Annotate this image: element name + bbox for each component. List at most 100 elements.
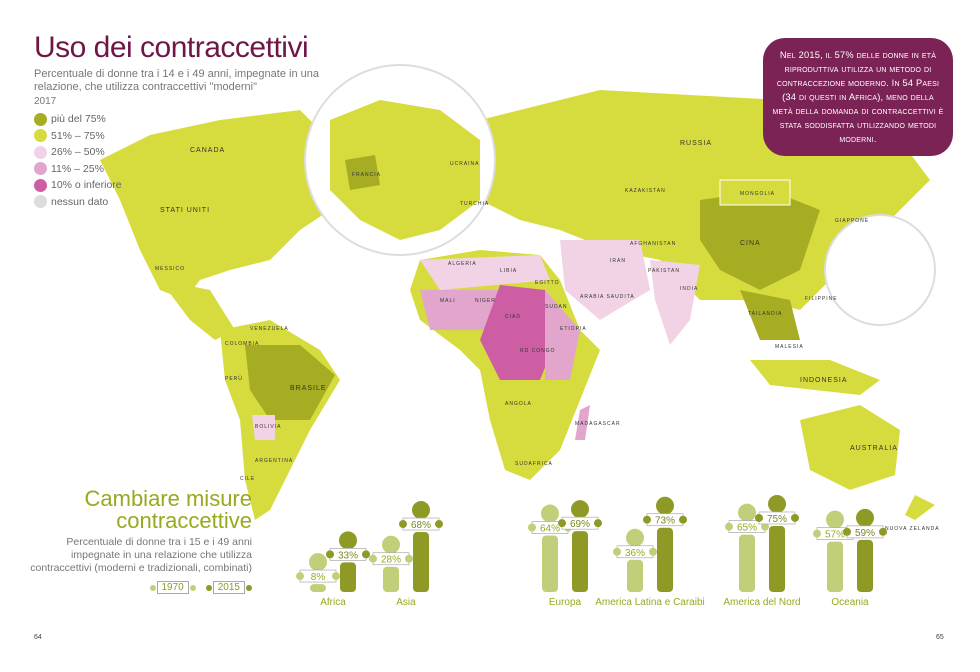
map-label-kazakhstan: KAZAKISTAN — [625, 188, 666, 194]
plate-knob — [405, 554, 413, 563]
category-label: Europa — [549, 597, 582, 608]
plate-knob — [399, 520, 407, 529]
data-label: 28% — [381, 555, 401, 566]
series-legend-1970: 1970 — [149, 581, 196, 594]
map-label-russia: RUSSIA — [680, 140, 712, 147]
plate-knob — [362, 550, 370, 559]
plate-knob — [879, 527, 887, 536]
series-knob — [205, 584, 212, 591]
map-label-thailand: TAILANDIA — [748, 311, 782, 317]
contraceptive-chart: 8% 33% Africa 28% 68% Asia 64% 69% Europa 36% 73% A… — [296, 494, 887, 608]
map-label-usa: STATI UNITI — [160, 207, 210, 214]
data-label: 69% — [570, 519, 590, 530]
chart-title: Cambiare misure contraccettive — [84, 486, 253, 533]
sahel — [420, 290, 505, 330]
page-number-right: 65 — [936, 634, 944, 641]
bar-1970 — [310, 584, 326, 592]
map-label-philippines: FILIPPINE — [805, 296, 838, 302]
category-label: Asia — [396, 597, 416, 608]
bar-head-1970 — [826, 510, 844, 529]
chart-group-oceania: 57% 59% Oceania — [813, 508, 887, 608]
bar-2015 — [340, 562, 356, 592]
bar-head-2015 — [412, 501, 430, 520]
map-label-newzealand: NUOVA ZELANDA — [885, 526, 940, 532]
bar-head-1970 — [541, 504, 559, 523]
map-label-madagascar: MADAGASCAR — [575, 421, 621, 427]
plate-knob — [761, 522, 769, 531]
chart-group-asia: 28% 68% Asia — [369, 501, 443, 608]
east-africa — [545, 290, 580, 380]
legend-item: 51% – 75% — [34, 128, 319, 145]
map-label-france: FRANCIA — [352, 172, 381, 178]
middle-east — [560, 240, 650, 320]
bar-head-1970 — [309, 553, 327, 572]
chart-subtitle: Percentuale di donne tra i 15 e i 49 ann… — [30, 536, 252, 574]
map-label-turkey: TURCHIA — [460, 201, 489, 207]
series-knob — [149, 584, 156, 591]
map-legend: più del 75% 51% – 75% 26% – 50% 11% – 25% 10… — [34, 111, 319, 210]
bar-2015 — [413, 532, 429, 592]
plate-knob — [594, 519, 602, 528]
plate-knob — [613, 547, 621, 556]
data-label: 65% — [737, 523, 757, 534]
plate-knob — [643, 515, 651, 524]
pacific-inset — [824, 214, 936, 326]
mongolia — [719, 179, 791, 206]
data-label: 8% — [311, 572, 326, 583]
legend-label: 51% – 75% — [51, 129, 105, 142]
bar-head-1970 — [738, 503, 756, 522]
bar-1970 — [827, 541, 843, 592]
map-label-japan: GIAPPONE — [835, 218, 869, 224]
legend-label: 11% – 25% — [51, 162, 104, 175]
map-label-sudan: SUDAN — [545, 304, 568, 310]
map-label-libya: LIBIA — [500, 268, 517, 274]
series-legend: 1970 2015 — [20, 581, 252, 594]
series-legend-2015: 2015 — [205, 581, 252, 594]
bar-1970 — [739, 534, 755, 592]
series-knob — [189, 584, 196, 591]
map-label-peru: PERÙ — [225, 375, 243, 382]
legend-label: nessun dato — [51, 195, 109, 208]
info-callout: Nel 2015, il 57% delle donne in età ripr… — [763, 38, 953, 156]
legend-swatch — [34, 112, 47, 126]
data-label: 36% — [625, 548, 645, 559]
page-title: Uso dei contraccettivi — [34, 31, 309, 64]
legend-item: più del 75% — [34, 111, 319, 128]
plate-knob — [843, 527, 851, 536]
china — [700, 190, 820, 290]
plate-knob — [326, 550, 334, 559]
category-label: America Latina e Caraibi — [595, 597, 705, 608]
legend-label: più del 75% — [51, 113, 106, 126]
chart-group-america-latina-e-caraibi: 36% 73% America Latina e Caraibi — [595, 496, 705, 608]
map-label-argentina: ARGENTINA — [255, 458, 293, 464]
map-label-ukraine: UCRAINA — [450, 161, 480, 167]
legend-swatch — [34, 129, 47, 143]
map-label-chad: CIAD — [505, 314, 521, 320]
bar-head-2015 — [339, 531, 357, 550]
bar-2015 — [657, 527, 673, 592]
data-label: 64% — [540, 524, 560, 535]
data-year: 2017 — [34, 96, 57, 107]
map-label-canada: CANADA — [190, 147, 225, 154]
map-label-algeria: ALGERIA — [448, 261, 477, 267]
map-label-ethiopia: ETIOPIA — [560, 326, 587, 332]
bar-head-1970 — [382, 535, 400, 554]
africa — [410, 250, 600, 480]
legend-swatch — [34, 195, 47, 209]
plate-knob — [679, 515, 687, 524]
bar-head-2015 — [768, 494, 786, 513]
data-label: 68% — [411, 520, 431, 531]
chart-group-africa: 8% 33% Africa — [296, 531, 370, 608]
legend-swatch — [34, 145, 47, 159]
map-label-venezuela: VENEZUELA — [250, 326, 289, 332]
legend-label: 26% – 50% — [51, 146, 105, 159]
map-label-colombia: COLOMBIA — [225, 341, 259, 347]
map-label-egypt: EGITTO — [535, 280, 560, 286]
map-label-mexico: MESSICO — [155, 266, 185, 272]
new-zealand — [905, 495, 935, 520]
central-africa — [480, 285, 560, 380]
map-label-iran: IRAN — [610, 258, 626, 264]
bar-2015 — [769, 525, 785, 592]
category-label: Africa — [320, 597, 346, 608]
chart-header: Cambiare misure contraccettive Percentua… — [20, 488, 252, 594]
